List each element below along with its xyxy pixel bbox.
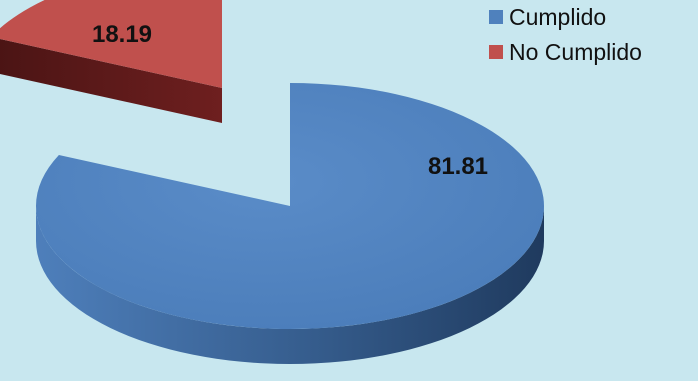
legend-item-no-cumplido: No Cumplido [489, 39, 642, 65]
data-label-no-cumplido: 18.19 [92, 21, 152, 48]
legend-swatch-cumplido [489, 10, 503, 24]
slice-cumplido [35, 83, 544, 329]
data-labels-layer: 81.81 18.19 [92, 21, 488, 180]
legend-label-no-cumplido: No Cumplido [509, 38, 642, 65]
slice-side-no-cumplido [0, 38, 222, 123]
slice-no-cumplido [0, 0, 222, 88]
slices-layer [0, 0, 544, 364]
legend-item-cumplido: Cumplido [489, 4, 642, 30]
legend-swatch-no-cumplido [489, 45, 503, 59]
slice-side-cumplido [36, 206, 544, 364]
data-label-cumplido: 81.81 [428, 153, 488, 180]
legend: Cumplido No Cumplido [489, 4, 642, 74]
legend-label-cumplido: Cumplido [509, 3, 607, 30]
